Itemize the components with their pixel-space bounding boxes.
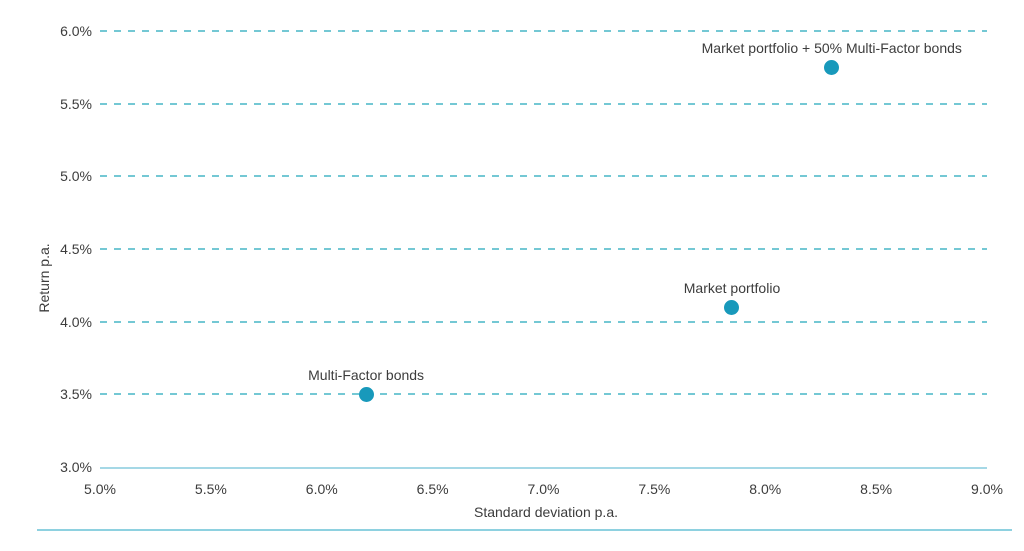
y-tick-label-6.0%: 6.0% — [60, 23, 92, 39]
gridline-3.5% — [100, 393, 987, 396]
gridline-6.0% — [100, 30, 987, 32]
x-tick-label-7.0%: 7.0% — [527, 481, 560, 497]
y-tick-label-5.0%: 5.0% — [60, 168, 92, 185]
y-tick-label-4.0%: 4.0% — [60, 313, 92, 330]
data-point-label: Market portfolio — [683, 280, 781, 297]
y-tick-label-4.5%: 4.5% — [60, 241, 92, 257]
x-tick-label-7.5%: 7.5% — [638, 481, 671, 497]
y-axis-title: Return p.a. — [36, 243, 52, 313]
gridline-4.5% — [100, 248, 987, 250]
x-tick-label-5.0%: 5.0% — [84, 481, 116, 497]
gridline-4.0% — [100, 320, 987, 323]
x-tick-label-9.0%: 9.0% — [971, 481, 1003, 497]
data-point-marker — [724, 299, 740, 315]
y-tick-label-5.5%: 5.5% — [60, 95, 92, 112]
data-point-label: Multi-Factor bonds — [308, 367, 425, 384]
bottom-divider-line — [37, 529, 1012, 531]
gridline-5.5% — [100, 102, 987, 105]
data-point-marker — [358, 386, 374, 402]
x-tick-label-5.5%: 5.5% — [194, 481, 227, 497]
gridline-5.0% — [100, 175, 987, 178]
y-tick-label-3.0%: 3.0% — [60, 459, 92, 475]
y-tick-label-3.5%: 3.5% — [60, 386, 92, 403]
plot-area: 3.0% 3.5% 4.0% 4.5% 5.0% 5.5% 6.0% 5.0% 5.5% 6.0%… — [60, 23, 1003, 497]
x-tick-label-6.5%: 6.5% — [416, 481, 449, 497]
x-axis-title: Standard deviation p.a. — [474, 504, 618, 520]
data-point-marker — [824, 59, 840, 75]
x-tick-label-8.5%: 8.5% — [860, 481, 893, 497]
x-tick-label-6.0%: 6.0% — [305, 481, 338, 497]
data-point-label: Market portfolio + 50% Multi-Factor bond… — [701, 40, 962, 57]
x-tick-label-8.0%: 8.0% — [749, 481, 782, 497]
